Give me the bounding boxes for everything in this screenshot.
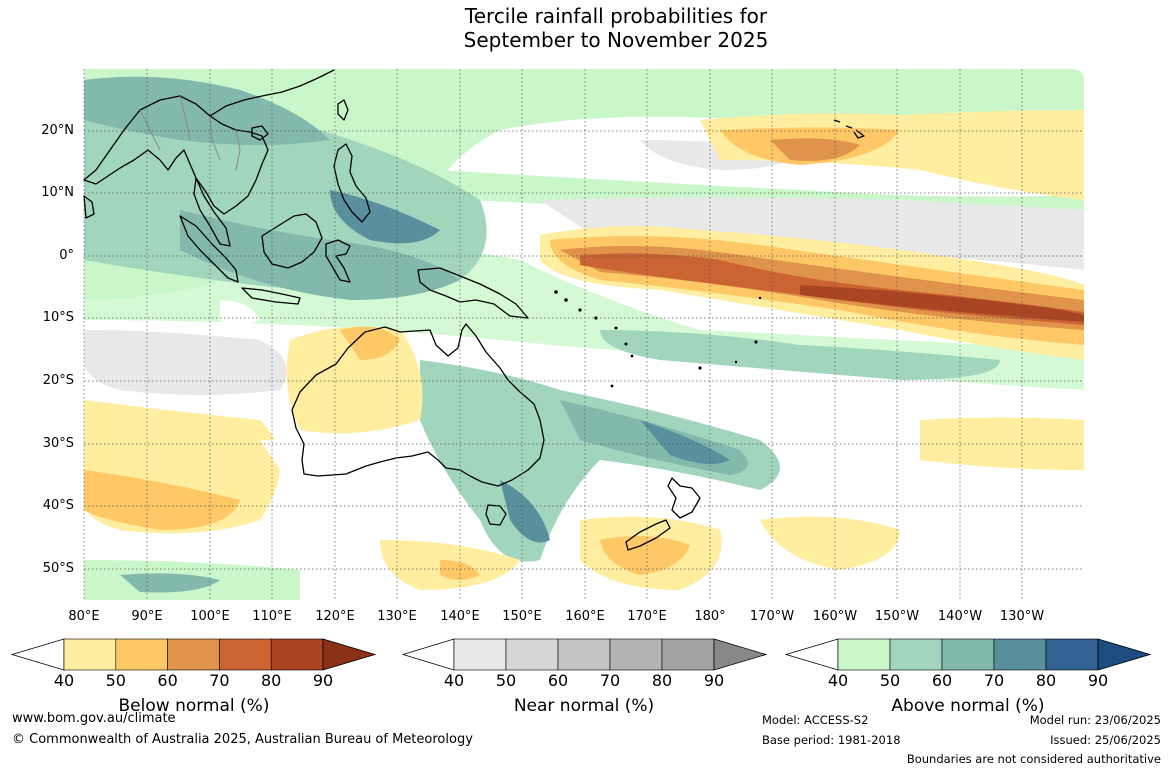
legend-title-above: Above normal (%)	[891, 696, 1045, 716]
map-field	[84, 69, 1084, 600]
colorbar-segment	[661, 638, 715, 671]
colorbar-tick-label: 40	[827, 671, 849, 690]
latitude-label: 40°S	[42, 498, 74, 513]
colorbar-tick-label: 90	[1087, 671, 1109, 690]
malay-peninsula-outline	[193, 177, 231, 247]
colorbar-segment	[1045, 638, 1099, 671]
colorbar-tick-label: 70	[599, 671, 621, 690]
country-borders	[139, 95, 241, 171]
longitude-label: 130°E	[377, 609, 417, 624]
taiwan-outline	[337, 99, 349, 121]
colorbar-tick-label: 90	[312, 671, 334, 690]
colorbar-tick-label: 50	[879, 671, 901, 690]
colorbar-segment	[270, 638, 324, 671]
colorbar-tick-label: 60	[931, 671, 953, 690]
latitude-label: 20°S	[42, 373, 74, 388]
model-run-date: Model run: 23/06/2025	[1029, 713, 1161, 727]
sulawesi-outline	[325, 239, 351, 283]
hainan-outline	[251, 125, 269, 141]
colorbar-lower-extension	[401, 638, 455, 671]
latitude-label: 10°S	[42, 310, 74, 325]
colorbar-segment	[557, 638, 611, 671]
colorbar-tick-label: 80	[261, 671, 282, 690]
longitude-label: 170°E	[627, 609, 667, 624]
longitude-label: 170°W	[749, 609, 795, 624]
new-zealand-south-outline	[625, 519, 671, 551]
colorbar-tick-label: 60	[157, 671, 178, 690]
colorbar-segment	[167, 638, 220, 671]
colorbar-tick-label: 70	[209, 671, 230, 690]
colorbar-segment	[941, 638, 995, 671]
gridlines	[83, 69, 1084, 600]
colorbar-segment	[889, 638, 943, 671]
colorbar-tick-label: 60	[547, 671, 569, 690]
colorbar-segment	[63, 638, 117, 671]
legend-title-near: Near normal (%)	[513, 696, 655, 716]
philippines-outline	[333, 143, 371, 223]
sumatra-outline	[179, 215, 239, 283]
title-line-2: September to November 2025	[463, 28, 769, 52]
colorbar-upper-extension	[1097, 638, 1152, 671]
indochina-outline	[83, 95, 269, 215]
latitude-label: 0°	[59, 248, 74, 263]
java-outline	[241, 287, 301, 305]
map-title: Tercile rainfall probabilities for Septe…	[0, 4, 1173, 52]
colorbar-below-normal	[10, 638, 377, 671]
longitude-label: 90°E	[131, 609, 163, 624]
colorbar-tick-label: 80	[1035, 671, 1057, 690]
website-link[interactable]: www.bom.gov.au/climate	[12, 711, 176, 726]
colorbar-segment	[993, 638, 1047, 671]
colorbar-segment	[219, 638, 272, 671]
issued-date: Issued: 25/06/2025	[1050, 733, 1161, 747]
longitude-label: 140°W	[937, 609, 983, 624]
colorbar-tick-label: 90	[703, 671, 725, 690]
longitude-label: 140°E	[440, 609, 480, 624]
colorbar-tick-label: 40	[443, 671, 465, 690]
latitude-label: 10°N	[41, 185, 74, 200]
longitude-label: 150°E	[502, 609, 542, 624]
colorbar-segment	[115, 638, 168, 671]
colorbar-tick-label: 80	[651, 671, 673, 690]
colorbar-lower-extension	[10, 638, 65, 671]
copyright-text: © Commonwealth of Australia 2025, Austra…	[12, 732, 473, 747]
new-zealand-north-outline	[667, 477, 701, 519]
longitude-label: 160°W	[812, 609, 858, 624]
colorbar-tick-label: 70	[983, 671, 1005, 690]
boundary-disclaimer: Boundaries are not considered authoritat…	[906, 752, 1161, 766]
latitude-label: 20°N	[41, 123, 74, 138]
india-tip-outline	[83, 195, 95, 219]
latitude-label: 50°S	[42, 561, 74, 576]
colorbar-upper-extension	[322, 638, 377, 671]
latitude-label: 30°S	[42, 436, 74, 451]
new-guinea-outline	[417, 267, 529, 319]
borneo-outline	[261, 213, 323, 269]
colorbar-tick-label: 50	[495, 671, 517, 690]
colorbar-above-normal	[784, 638, 1152, 671]
longitude-label: 120°E	[315, 609, 355, 624]
hawaii-outline	[833, 119, 865, 139]
longitude-label: 180°	[694, 609, 726, 624]
longitude-label: 100°E	[190, 609, 230, 624]
colorbar-segment	[609, 638, 663, 671]
colorbars	[10, 638, 1152, 671]
longitude-label: 80°E	[68, 609, 100, 624]
legend-title-below: Below normal (%)	[118, 696, 270, 716]
longitude-label: 110°E	[252, 609, 292, 624]
longitude-label: 150°W	[874, 609, 920, 624]
australia-outline	[291, 323, 545, 487]
colorbar-upper-extension	[713, 638, 768, 671]
model-name: Model: ACCESS-S2	[762, 713, 869, 727]
longitude-label: 160°E	[565, 609, 605, 624]
base-period: Base period: 1981-2018	[762, 733, 901, 747]
colorbar-tick-label: 50	[105, 671, 126, 690]
colorbar-lower-extension	[784, 638, 839, 671]
colorbar-tick-label: 40	[53, 671, 75, 690]
colorbar-segment	[453, 638, 507, 671]
colorbar-segment	[837, 638, 891, 671]
title-line-1: Tercile rainfall probabilities for	[464, 4, 768, 28]
colorbar-segment	[505, 638, 559, 671]
colorbar-near-normal	[401, 638, 768, 671]
longitude-label: 130°W	[999, 609, 1045, 624]
